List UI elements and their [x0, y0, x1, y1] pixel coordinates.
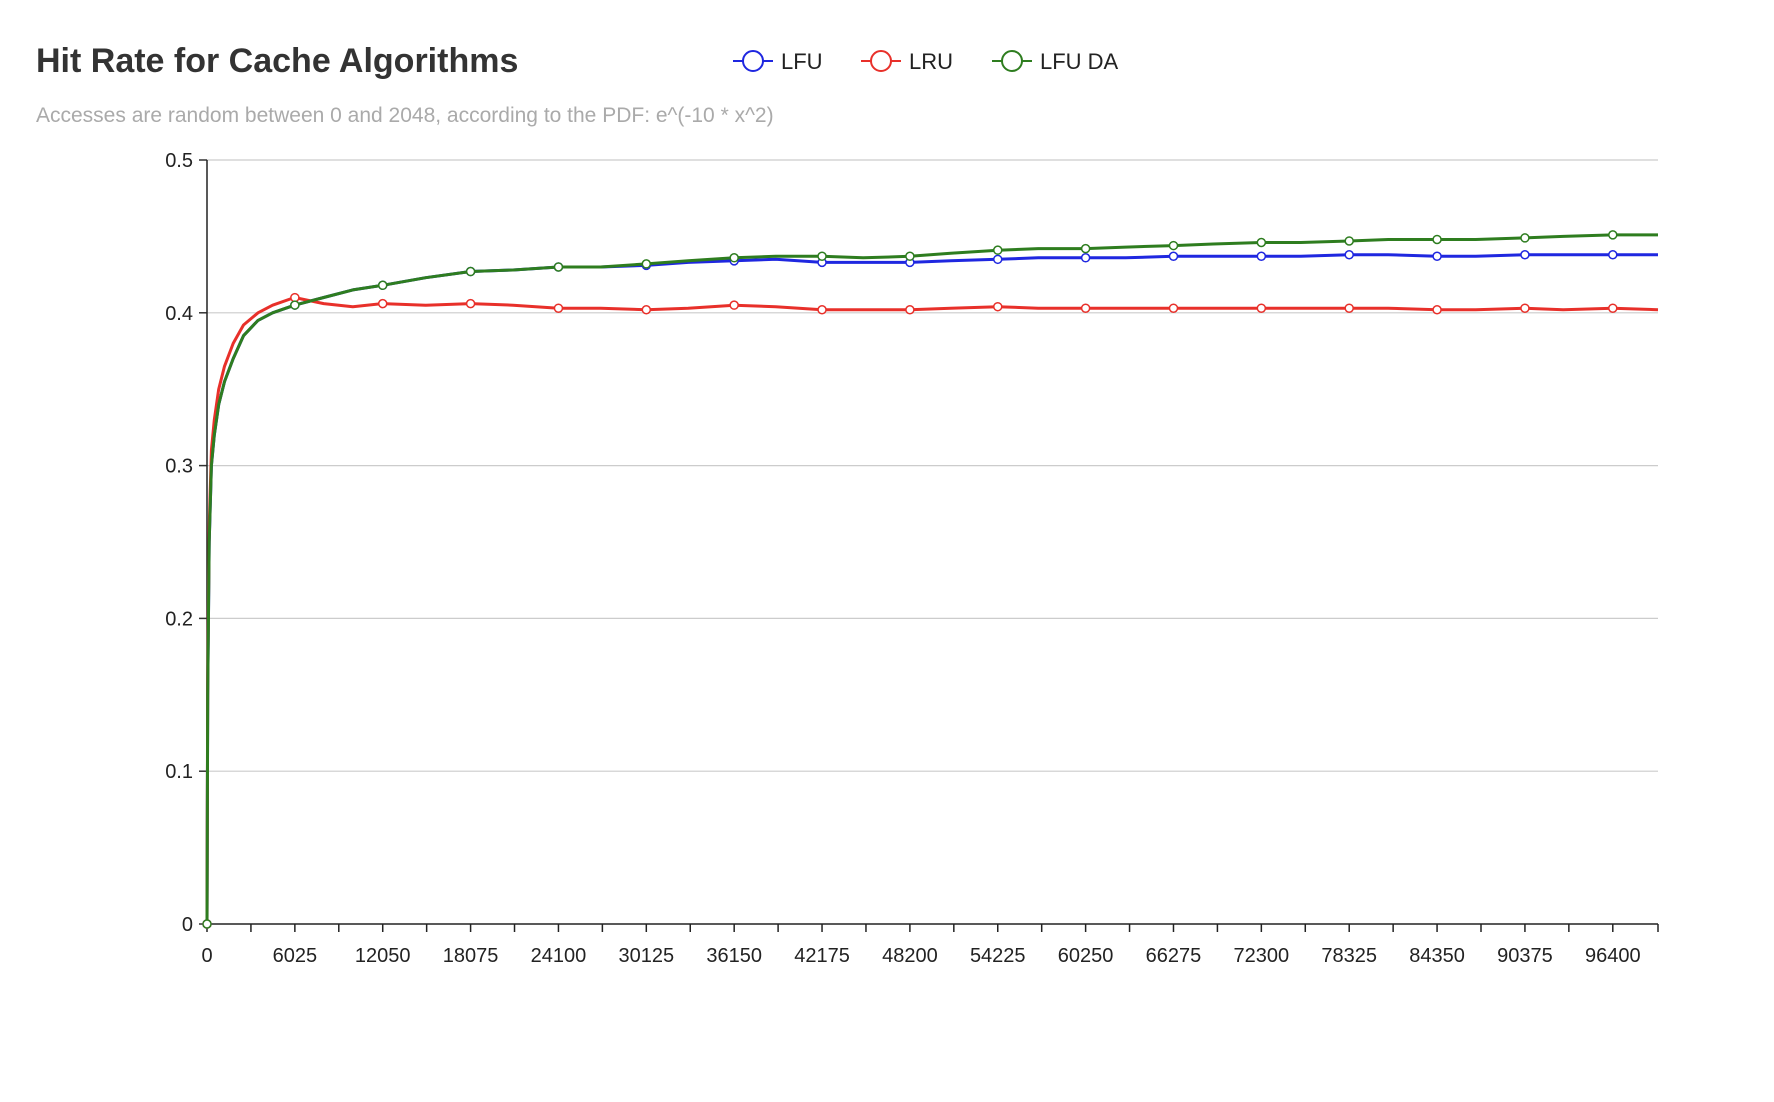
y-tick-label: 0.1: [165, 761, 193, 783]
series-marker-lfu: [1168, 251, 1179, 262]
series-marker-lfu-da: [1608, 230, 1618, 240]
series-marker-lru: [1168, 303, 1179, 313]
series-marker-lfu-da: [641, 259, 652, 269]
legend-label: LFU DA: [1040, 49, 1119, 74]
legend-label: LRU: [909, 49, 953, 74]
x-tick-label: 54225: [970, 945, 1026, 967]
series-line-lfu: [205, 253, 1658, 925]
series-marker-lfu-da: [1520, 233, 1530, 243]
x-tick-label: 84350: [1409, 945, 1465, 967]
series-marker-lfu-da: [729, 253, 739, 263]
series-marker-lru: [1256, 303, 1267, 313]
series-marker-lru: [553, 303, 564, 313]
grid-lines: [207, 159, 1658, 772]
series-marker-lfu-da: [1432, 234, 1442, 245]
x-tick-label: 42175: [794, 945, 850, 967]
legend-label: LFU: [781, 49, 823, 74]
series-group: [202, 230, 1659, 929]
x-tick-label: 12050: [355, 945, 411, 967]
series-marker-lru: [377, 298, 388, 309]
legend-swatch-marker: [1001, 50, 1023, 72]
series-marker-lfu: [993, 254, 1003, 265]
series-marker-lfu-da: [993, 245, 1003, 255]
series-marker-lru: [1520, 303, 1530, 313]
x-tick-label: 6025: [273, 945, 318, 967]
series-marker-lfu-da: [1168, 240, 1179, 251]
series-marker-lru: [1608, 303, 1618, 313]
series-marker-lfu-da: [1344, 236, 1354, 246]
x-tick-label: 36150: [706, 945, 762, 967]
series-marker-lfu-da: [905, 251, 915, 262]
series-marker-lru: [993, 301, 1003, 312]
x-tick-label: 48200: [882, 945, 938, 967]
series-marker-lfu: [1256, 251, 1267, 262]
x-tick-label: 0: [201, 945, 212, 967]
series-marker-lru: [1432, 304, 1442, 315]
chart-subtitle: Accesses are random between 0 and 2048, …: [36, 104, 774, 127]
legend-swatch-marker: [870, 50, 892, 72]
series-marker-lfu-da: [290, 300, 300, 310]
series-marker-lru: [641, 304, 652, 315]
series-marker-lfu-da: [1256, 237, 1267, 248]
series-marker-lfu: [1608, 249, 1618, 260]
series-marker-lru: [817, 304, 827, 315]
series-marker-lru: [1080, 303, 1091, 313]
series-marker-lru: [1344, 303, 1354, 313]
series-marker-lfu-da: [553, 262, 564, 272]
series-marker-lfu: [1520, 249, 1530, 260]
y-tick-label: 0: [182, 914, 193, 936]
legend-item-lfu[interactable]: LFU: [733, 49, 823, 74]
x-tick-label: 72300: [1234, 945, 1290, 967]
legend-swatch-marker: [742, 50, 764, 72]
series-marker-lru: [729, 300, 739, 310]
x-tick-label: 66275: [1146, 945, 1202, 967]
series-marker-lfu-da: [377, 280, 388, 291]
x-tick-label: 24100: [531, 945, 587, 967]
x-tick-label: 18075: [443, 945, 499, 967]
series-marker-lfu-da: [1080, 243, 1091, 254]
chart-title: Hit Rate for Cache Algorithms: [36, 42, 519, 80]
x-tick-label: 30125: [618, 945, 674, 967]
x-tick-label: 78325: [1321, 945, 1377, 967]
series-marker-lfu: [1344, 249, 1354, 260]
y-tick-label: 0.2: [165, 608, 193, 630]
x-tick-label: 60250: [1058, 945, 1114, 967]
legend-item-lru[interactable]: LRU: [861, 49, 953, 74]
axes: 0 0.1 0.2 0.3 0.4 0.5 0 6025 12050 18075 24100 3012…: [165, 150, 1659, 967]
series-marker-lfu: [1080, 253, 1091, 263]
legend-item-lfu-da[interactable]: LFU DA: [992, 49, 1119, 74]
x-tick-label: 90375: [1497, 945, 1553, 967]
series-marker-lru: [905, 304, 915, 315]
series-marker-lfu-da: [817, 251, 827, 262]
series-marker-lfu-da: [465, 266, 476, 277]
y-tick-label: 0.3: [165, 456, 193, 478]
legend[interactable]: LFU LRU LFU DA: [733, 49, 1119, 74]
y-tick-label: 0.5: [165, 150, 193, 172]
x-tick-label: 96400: [1585, 945, 1641, 967]
series-line-lru: [205, 296, 1659, 925]
series-line-lfu-da: [205, 233, 1658, 925]
series-marker-lfu-da: [202, 919, 212, 929]
y-tick-label: 0.4: [165, 303, 193, 325]
series-marker-lru: [465, 298, 476, 309]
series-marker-lfu: [1432, 251, 1442, 262]
